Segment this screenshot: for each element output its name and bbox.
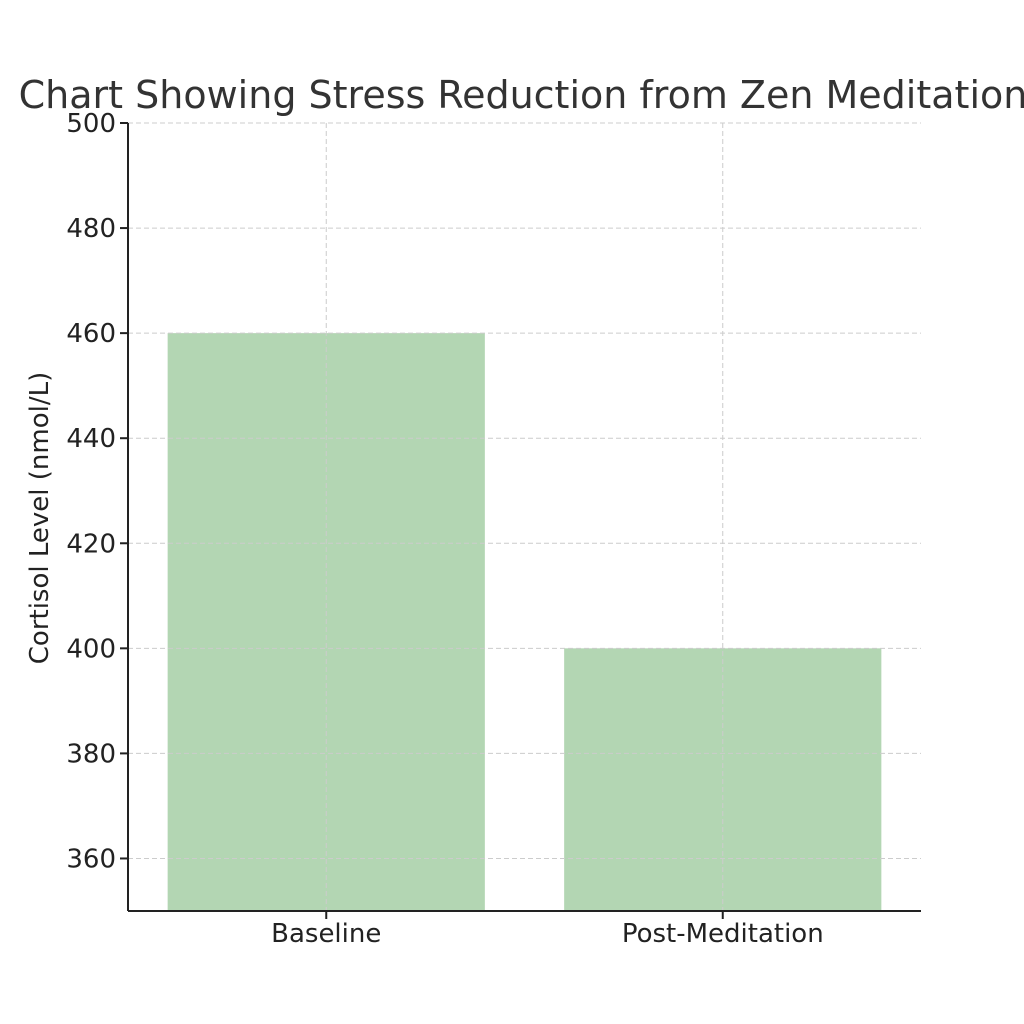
y-tick-label: 480 xyxy=(66,214,116,244)
y-tick-label: 400 xyxy=(66,634,116,664)
y-gridlines xyxy=(128,122,921,859)
y-tick-label: 420 xyxy=(66,529,116,559)
bars xyxy=(167,333,882,912)
y-tick-label: 500 xyxy=(66,109,116,139)
y-axis-ticks: 360 380 400 420 440 460 480 500 xyxy=(66,109,128,874)
x-axis-ticks: Baseline Post-Meditation xyxy=(271,911,824,949)
x-tick-label: Post-Meditation xyxy=(622,919,824,949)
y-tick-label: 460 xyxy=(66,319,116,349)
x-gridlines xyxy=(325,123,724,911)
y-tick-label: 360 xyxy=(66,844,116,874)
chart-title: Chart Showing Stress Reduction from Zen … xyxy=(19,73,1024,117)
y-tick-label: 380 xyxy=(66,739,116,769)
x-tick-label: Baseline xyxy=(271,919,381,949)
y-axis-label: Cortisol Level (nmol/L) xyxy=(25,372,55,664)
y-tick-label: 440 xyxy=(66,424,116,454)
